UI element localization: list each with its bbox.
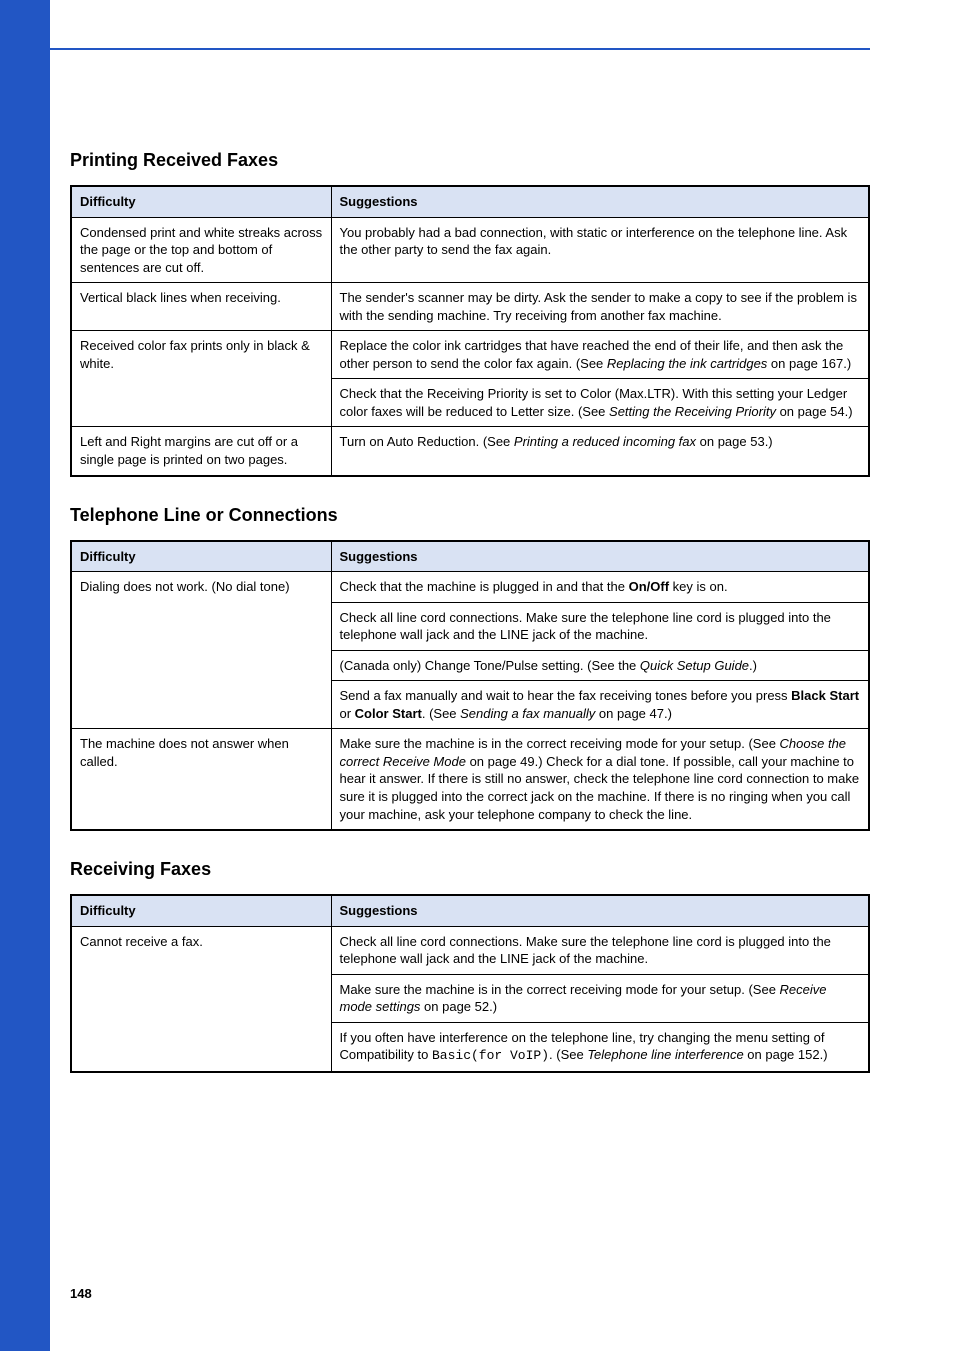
- difficulty-cell: Received color fax prints only in black …: [71, 331, 331, 427]
- section-title: Printing Received Faxes: [70, 150, 870, 171]
- table-row: Left and Right margins are cut off or a …: [71, 427, 869, 476]
- suggestion-text: Make sure the machine is in the correct …: [340, 982, 780, 997]
- suggestion-text: Send a fax manually and wait to hear the…: [340, 688, 792, 703]
- column-header-suggestions: Suggestions: [331, 186, 869, 217]
- suggestion-cell: Check all line cord connections. Make su…: [331, 926, 869, 974]
- suggestion-text: On/Off: [629, 579, 669, 594]
- column-header-difficulty: Difficulty: [71, 895, 331, 926]
- suggestion-cell: Make sure the machine is in the correct …: [331, 729, 869, 830]
- column-header-suggestions: Suggestions: [331, 895, 869, 926]
- section-title: Telephone Line or Connections: [70, 505, 870, 526]
- difficulty-cell: Dialing does not work. (No dial tone): [71, 572, 331, 729]
- suggestion-cell: Check all line cord connections. Make su…: [331, 602, 869, 650]
- suggestion-text: Printing a reduced incoming fax: [514, 434, 696, 449]
- left-sidebar: [0, 0, 50, 1351]
- suggestion-cell: Replace the color ink cartridges that ha…: [331, 331, 869, 379]
- suggestion-text: Check all line cord connections. Make su…: [340, 610, 831, 643]
- troubleshooting-table: DifficultySuggestionsCannot receive a fa…: [70, 894, 870, 1073]
- column-header-difficulty: Difficulty: [71, 541, 331, 572]
- content-area: Printing Received FaxesDifficultySuggest…: [70, 150, 870, 1101]
- troubleshooting-table: DifficultySuggestionsCondensed print and…: [70, 185, 870, 477]
- page: Printing Received FaxesDifficultySuggest…: [0, 0, 954, 1351]
- suggestion-text: Telephone line interference: [587, 1047, 743, 1062]
- table-row: Vertical black lines when receiving. The …: [71, 283, 869, 331]
- page-number: 148: [70, 1286, 92, 1301]
- table-row: Condensed print and white streaks across…: [71, 217, 869, 283]
- table-row: Received color fax prints only in black …: [71, 331, 869, 379]
- column-header-suggestions: Suggestions: [331, 541, 869, 572]
- suggestion-text: You probably had a bad connection, with …: [340, 225, 848, 258]
- table-row: Cannot receive a fax.Check all line cord…: [71, 926, 869, 974]
- suggestion-text: Check that the machine is plugged in and…: [340, 579, 629, 594]
- suggestion-text: .): [749, 658, 757, 673]
- table-row: Dialing does not work. (No dial tone)Che…: [71, 572, 869, 603]
- suggestion-text: on page 54.): [776, 404, 853, 419]
- suggestion-text: or: [340, 706, 355, 721]
- suggestion-text: on page 53.): [696, 434, 773, 449]
- suggestion-text: on page 52.): [420, 999, 497, 1014]
- suggestion-cell: Send a fax manually and wait to hear the…: [331, 681, 869, 729]
- suggestion-text: Check all line cord connections. Make su…: [340, 934, 831, 967]
- suggestion-text: The sender's scanner may be dirty. Ask t…: [340, 290, 857, 323]
- suggestion-text: Color Start: [355, 706, 422, 721]
- suggestion-cell: Check that the machine is plugged in and…: [331, 572, 869, 603]
- suggestion-cell: If you often have interference on the te…: [331, 1022, 869, 1072]
- troubleshooting-table: DifficultySuggestionsDialing does not wo…: [70, 540, 870, 832]
- suggestion-text: Sending a fax manually: [460, 706, 595, 721]
- suggestion-text: Setting the Receiving Priority: [609, 404, 776, 419]
- difficulty-cell: Cannot receive a fax.: [71, 926, 331, 1072]
- suggestion-text: Quick Setup Guide: [640, 658, 749, 673]
- suggestion-cell: (Canada only) Change Tone/Pulse setting.…: [331, 650, 869, 681]
- suggestion-cell: Check that the Receiving Priority is set…: [331, 379, 869, 427]
- suggestion-text: on page 152.): [744, 1047, 828, 1062]
- suggestion-text: key is on.: [669, 579, 728, 594]
- suggestion-cell: Turn on Auto Reduction. (See Printing a …: [331, 427, 869, 476]
- column-header-difficulty: Difficulty: [71, 186, 331, 217]
- top-rule: [50, 48, 870, 50]
- suggestion-text: . (See: [422, 706, 460, 721]
- section-title: Receiving Faxes: [70, 859, 870, 880]
- suggestion-text: Black Start: [791, 688, 859, 703]
- suggestion-text: Turn on Auto Reduction. (See: [340, 434, 514, 449]
- difficulty-cell: Left and Right margins are cut off or a …: [71, 427, 331, 476]
- difficulty-cell: Vertical black lines when receiving.: [71, 283, 331, 331]
- suggestion-text: Replacing the ink cartridges: [607, 356, 767, 371]
- suggestion-text: . (See: [549, 1047, 587, 1062]
- table-row: The machine does not answer when called.…: [71, 729, 869, 830]
- suggestion-text: on page 167.): [767, 356, 851, 371]
- suggestion-text: Basic(for VoIP): [432, 1048, 549, 1063]
- suggestion-text: (Canada only) Change Tone/Pulse setting.…: [340, 658, 640, 673]
- suggestion-cell: The sender's scanner may be dirty. Ask t…: [331, 283, 869, 331]
- suggestion-cell: Make sure the machine is in the correct …: [331, 974, 869, 1022]
- difficulty-cell: The machine does not answer when called.: [71, 729, 331, 830]
- suggestion-text: Make sure the machine is in the correct …: [340, 736, 780, 751]
- suggestion-text: on page 47.): [595, 706, 672, 721]
- suggestion-cell: You probably had a bad connection, with …: [331, 217, 869, 283]
- difficulty-cell: Condensed print and white streaks across…: [71, 217, 331, 283]
